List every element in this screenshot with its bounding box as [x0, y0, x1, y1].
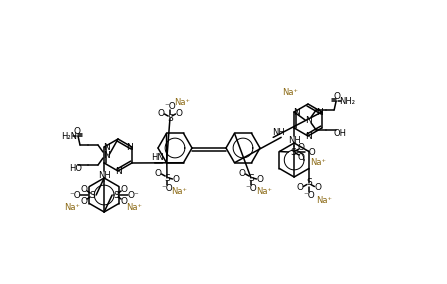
Text: S: S: [248, 174, 254, 183]
Text: O: O: [121, 185, 128, 193]
Text: O: O: [333, 91, 341, 101]
Text: Na⁺: Na⁺: [174, 97, 190, 106]
Text: N: N: [127, 143, 133, 151]
Text: ⁻O: ⁻O: [164, 101, 176, 110]
Text: O: O: [239, 168, 245, 178]
Text: ⁻O: ⁻O: [69, 191, 81, 199]
Text: O: O: [80, 185, 88, 193]
Text: ⁻O: ⁻O: [304, 147, 316, 156]
Text: O: O: [314, 183, 321, 192]
Text: S: S: [306, 178, 312, 187]
Text: O: O: [176, 108, 182, 118]
Text: O: O: [157, 108, 164, 118]
Text: N: N: [103, 143, 110, 151]
Text: Na⁺: Na⁺: [256, 187, 272, 197]
Text: S: S: [167, 114, 173, 122]
Text: ⁻O: ⁻O: [161, 183, 173, 193]
Text: ⁻O: ⁻O: [303, 191, 315, 200]
Text: O: O: [173, 174, 180, 183]
Text: HO: HO: [69, 164, 83, 172]
Text: O⁻: O⁻: [127, 191, 139, 199]
Text: O: O: [298, 143, 305, 151]
Text: N: N: [304, 131, 312, 141]
Text: O: O: [257, 174, 263, 183]
Text: N: N: [316, 108, 323, 116]
Text: O: O: [80, 197, 88, 206]
Text: Na⁺: Na⁺: [310, 158, 326, 166]
Text: Na⁺: Na⁺: [316, 196, 332, 205]
Text: HN: HN: [151, 153, 164, 162]
Text: H₂N: H₂N: [61, 131, 77, 141]
Text: S: S: [291, 147, 296, 156]
Text: NH: NH: [288, 135, 300, 145]
Text: S: S: [164, 174, 170, 183]
Text: NH₂: NH₂: [339, 97, 355, 105]
Text: Na⁺: Na⁺: [171, 187, 187, 197]
Text: S: S: [89, 191, 95, 199]
Text: O: O: [73, 126, 80, 135]
Text: O: O: [121, 197, 128, 206]
Text: N: N: [114, 166, 122, 176]
Text: S: S: [113, 191, 119, 199]
Text: Na⁺: Na⁺: [282, 87, 298, 97]
Text: Na⁺: Na⁺: [126, 202, 142, 212]
Text: O: O: [298, 153, 305, 162]
Text: Na⁺: Na⁺: [64, 202, 80, 212]
Text: NH: NH: [98, 170, 110, 179]
Text: O: O: [155, 168, 161, 178]
Text: NH: NH: [272, 128, 285, 137]
Text: N: N: [103, 151, 110, 160]
Text: N: N: [305, 116, 312, 124]
Text: OH: OH: [333, 128, 346, 137]
Text: ⁻O: ⁻O: [245, 183, 257, 193]
Text: O: O: [296, 183, 304, 192]
Text: N: N: [293, 108, 299, 116]
